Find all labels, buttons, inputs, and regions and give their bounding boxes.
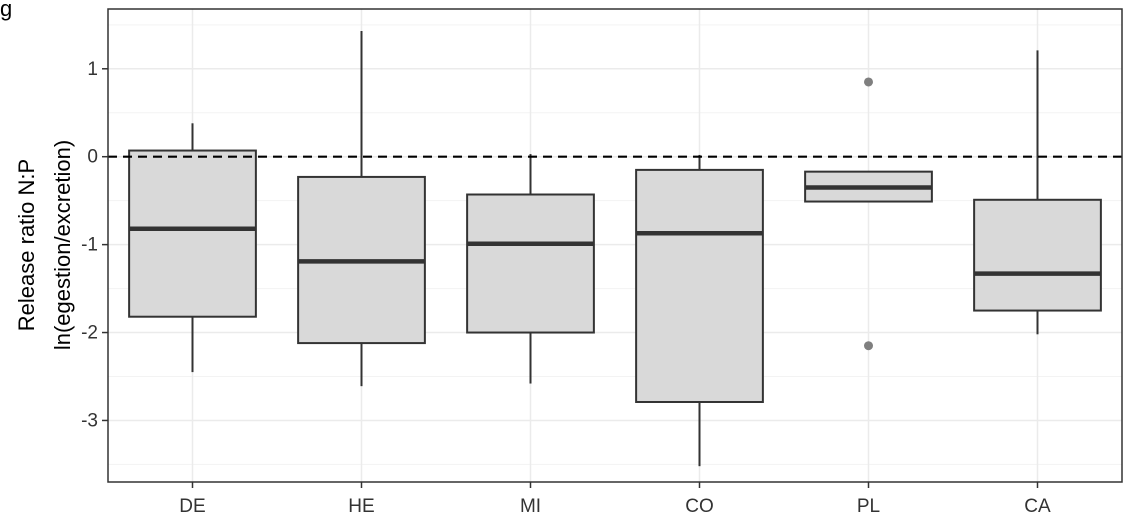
box-body <box>973 198 1102 312</box>
box-co <box>635 154 764 467</box>
y-axis-ticks: 1 0 -1 -2 -3 <box>81 59 108 431</box>
box-de <box>128 123 257 373</box>
box-mi <box>466 154 595 384</box>
box-he <box>297 30 426 387</box>
box-pl <box>804 77 933 351</box>
grid-lines <box>108 9 1122 482</box>
outlier-point <box>864 341 873 351</box>
panel-label: g <box>0 0 12 21</box>
outlier-point <box>864 77 873 87</box>
box-series <box>128 30 1102 467</box>
box-body <box>635 168 764 403</box>
x-tick-label: MI <box>520 496 541 517</box>
box-ca <box>973 50 1102 335</box>
x-tick-label: PL <box>857 496 880 517</box>
y-tick-label: 1 <box>87 59 98 80</box>
box-body <box>466 193 595 334</box>
x-tick-label: CA <box>1024 496 1051 517</box>
box-body <box>128 149 257 318</box>
y-tick-label: -1 <box>81 235 98 256</box>
panel-border <box>107 8 1123 483</box>
y-axis-title: Release ratio N:P <box>14 159 39 331</box>
x-tick-label: CO <box>685 496 714 517</box>
x-tick-label: HE <box>348 496 374 517</box>
x-tick-label: DE <box>179 496 205 517</box>
x-axis-ticks: DE HE MI CO PL CA <box>179 482 1051 517</box>
plot-background <box>108 9 1122 482</box>
y-tick-label: -3 <box>81 410 98 431</box>
y-tick-label: 0 <box>87 147 98 168</box>
y-axis-subtitle: ln(egestion/excretion) <box>50 140 75 350</box>
y-tick-label: -2 <box>81 323 98 344</box>
